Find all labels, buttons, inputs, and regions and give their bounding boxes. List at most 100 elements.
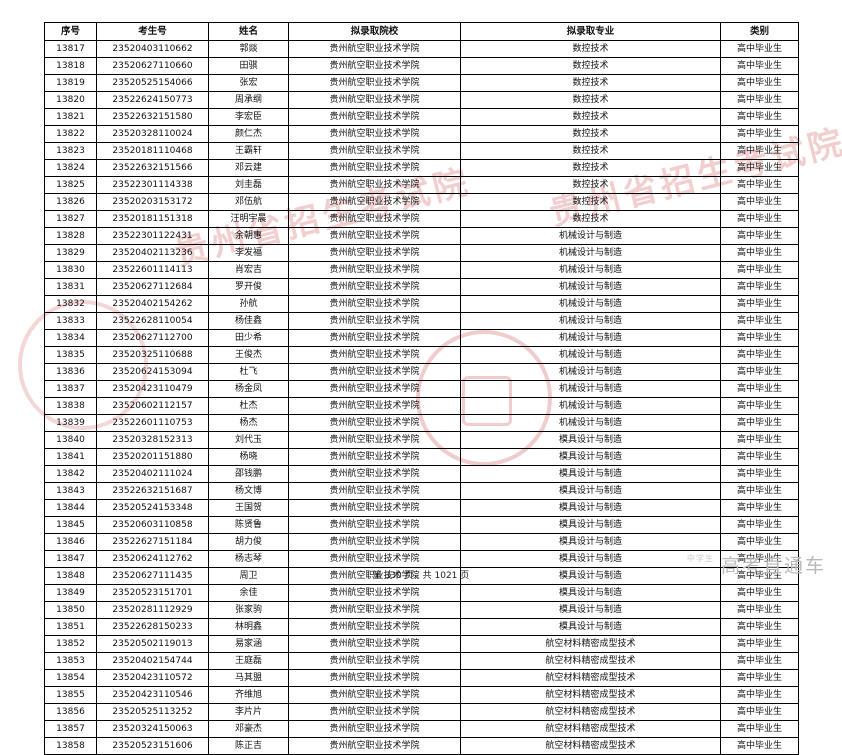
cell-school: 贵州航空职业技术学院: [288, 312, 461, 330]
cell-name: 杨晓: [208, 448, 289, 466]
cell-exam-id: 23520502119013: [96, 635, 209, 653]
cell-name: 王国贺: [208, 499, 289, 517]
cell-exam-id: 23520402154262: [96, 295, 209, 313]
cell-major: 机械设计与制造: [460, 295, 721, 313]
cell-index: 13840: [44, 431, 97, 449]
cell-type: 高中毕业生: [720, 278, 799, 296]
cell-type: 高中毕业生: [720, 125, 799, 143]
cell-index: 13831: [44, 278, 97, 296]
cell-type: 高中毕业生: [720, 380, 799, 398]
cell-school: 贵州航空职业技术学院: [288, 295, 461, 313]
cell-name: 颜仁杰: [208, 125, 289, 143]
cell-exam-id: 23522601110753: [96, 414, 209, 432]
cell-type: 高中毕业生: [720, 397, 799, 415]
document-page: 贵州省招生考试院 贵州省招生考试院 序号 考生号 姓名 拟录取院校 拟录取: [18, 22, 842, 755]
cell-index: 13823: [44, 142, 97, 160]
table-row: 13821 23522632151580 李宏臣 贵州航空职业技术学院 数控技术 高中毕业…: [44, 108, 799, 126]
table-row: 13852 23520502119013 易家涵 贵州航空职业技术学院 航空材料精密成型…: [44, 635, 799, 653]
table-row: 13833 23522628110054 杨佳鑫 贵州航空职业技术学院 机械设计与制造高…: [44, 312, 799, 330]
cell-exam-id: 23520423110546: [96, 686, 209, 704]
cell-name: 汪明宇晨: [208, 210, 289, 228]
cell-school: 贵州航空职业技术学院: [288, 533, 461, 551]
cell-type: 高中毕业生: [720, 448, 799, 466]
cell-name: 易家涵: [208, 635, 289, 653]
cell-type: 高中毕业生: [720, 312, 799, 330]
cell-major: 机械设计与制造: [460, 227, 721, 245]
cell-type: 高中毕业生: [720, 261, 799, 279]
cell-index: 13824: [44, 159, 97, 177]
table-row: 13843 23522632151687 杨文博 贵州航空职业技术学院 模具设计与制造高…: [44, 482, 799, 500]
cell-index: 13819: [44, 74, 97, 92]
cell-school: 贵州航空职业技术学院: [288, 142, 461, 160]
cell-index: 13818: [44, 57, 97, 75]
table-row: 13846 23522627151184 胡力俊 贵州航空职业技术学院 模具设计与制造高…: [44, 533, 799, 551]
cell-name: 李片片: [208, 703, 289, 721]
cell-type: 高中毕业生: [720, 669, 799, 687]
brand-watermark-small: 中学生: [687, 554, 714, 563]
cell-exam-id: 23522632151687: [96, 482, 209, 500]
cell-type: 高中毕业生: [720, 465, 799, 483]
cell-index: 13857: [44, 720, 97, 738]
table-row: 13838 23520602112157 杜杰 贵州航空职业技术学院 机械设计与制造 高中…: [44, 397, 799, 415]
cell-major: 机械设计与制造: [460, 363, 721, 381]
cell-major: 数控技术: [460, 176, 721, 194]
cell-major: 机械设计与制造: [460, 329, 721, 347]
cell-exam-id: 23522301114338: [96, 176, 209, 194]
cell-name: 马其盟: [208, 669, 289, 687]
cell-major: 机械设计与制造: [460, 414, 721, 432]
cell-type: 高中毕业生: [720, 91, 799, 109]
cell-name: 刘圭磊: [208, 176, 289, 194]
cell-school: 贵州航空职业技术学院: [288, 125, 461, 143]
cell-index: 13830: [44, 261, 97, 279]
cell-school: 贵州航空职业技术学院: [288, 737, 461, 755]
cell-exam-id: 23522601114113: [96, 261, 209, 279]
cell-index: 13821: [44, 108, 97, 126]
cell-school: 贵州航空职业技术学院: [288, 363, 461, 381]
cell-index: 13835: [44, 346, 97, 364]
cell-type: 高中毕业生: [720, 618, 799, 636]
cell-school: 贵州航空职业技术学院: [288, 278, 461, 296]
admitted-list-table-wrap: 序号 考生号 姓名 拟录取院校 拟录取专业 类别 13817 2352040311…: [44, 22, 799, 755]
table-row: 13845 23520603110858 陈贤鲁 贵州航空职业技术学院 模具设计与制造高…: [44, 516, 799, 534]
table-row: 13834 23520627112700 田少希 贵州航空职业技术学院 机械设计与制造高…: [44, 329, 799, 347]
cell-index: 13833: [44, 312, 97, 330]
cell-major: 航空材料精密成型技术: [460, 720, 721, 738]
cell-name: 周承纲: [208, 91, 289, 109]
cell-index: 13827: [44, 210, 97, 228]
cell-exam-id: 23522627151184: [96, 533, 209, 551]
cell-school: 贵州航空职业技术学院: [288, 261, 461, 279]
cell-exam-id: 23520525154066: [96, 74, 209, 92]
cell-exam-id: 23520524153348: [96, 499, 209, 517]
cell-index: 13842: [44, 465, 97, 483]
cell-type: 高中毕业生: [720, 703, 799, 721]
cell-type: 高中毕业生: [720, 584, 799, 602]
cell-index: 13856: [44, 703, 97, 721]
cell-school: 贵州航空职业技术学院: [288, 703, 461, 721]
table-header: 序号 考生号 姓名 拟录取院校 拟录取专业 类别: [44, 22, 799, 41]
cell-index: 13852: [44, 635, 97, 653]
cell-major: 数控技术: [460, 193, 721, 211]
cell-type: 高中毕业生: [720, 635, 799, 653]
table-row: 13832 23520402154262 孙航 贵州航空职业技术学院 机械设计与制造 高中…: [44, 295, 799, 313]
cell-school: 贵州航空职业技术学院: [288, 584, 461, 602]
cell-type: 高中毕业生: [720, 244, 799, 262]
cell-index: 13829: [44, 244, 97, 262]
cell-index: 13849: [44, 584, 97, 602]
cell-name: 齐维旭: [208, 686, 289, 704]
cell-major: 模具设计与制造: [460, 618, 721, 636]
cell-index: 13839: [44, 414, 97, 432]
cell-exam-id: 23520602112157: [96, 397, 209, 415]
cell-name: 余佳: [208, 584, 289, 602]
column-header-major: 拟录取专业: [460, 22, 721, 41]
cell-major: 模具设计与制造: [460, 431, 721, 449]
cell-exam-id: 23520624112762: [96, 550, 209, 568]
cell-school: 贵州航空职业技术学院: [288, 431, 461, 449]
column-header-exam-id: 考生号: [96, 22, 209, 41]
cell-name: 邓豪杰: [208, 720, 289, 738]
table-row: 13818 23520627110660 田骐 贵州航空职业技术学院 数控技术 高中毕业生: [44, 57, 799, 75]
cell-name: 胡力俊: [208, 533, 289, 551]
admitted-list-table: 序号 考生号 姓名 拟录取院校 拟录取专业 类别 13817 2352040311…: [44, 22, 799, 755]
cell-major: 数控技术: [460, 40, 721, 58]
cell-major: 航空材料精密成型技术: [460, 635, 721, 653]
cell-major: 模具设计与制造: [460, 465, 721, 483]
